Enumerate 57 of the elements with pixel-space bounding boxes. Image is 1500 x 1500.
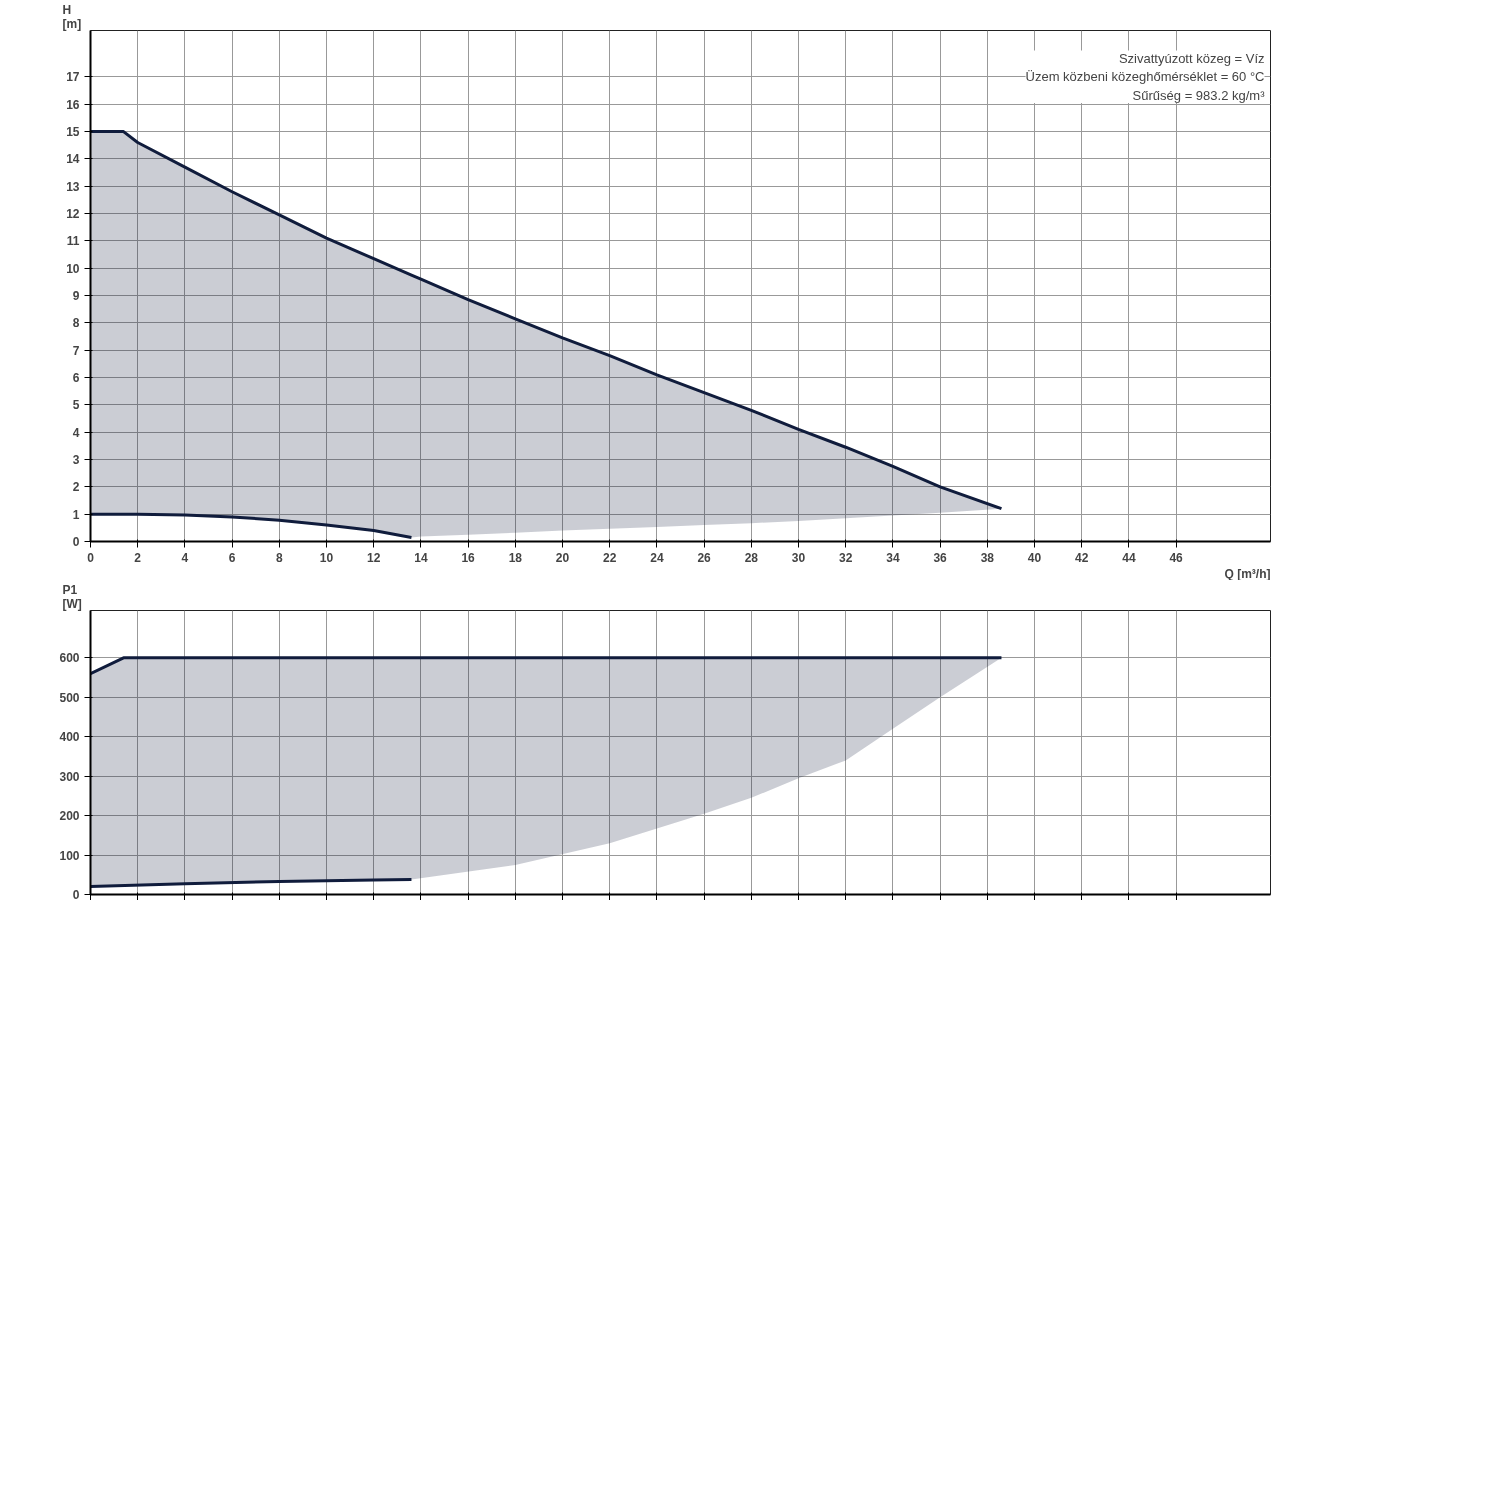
x-tick-label: 40: [1027, 550, 1042, 565]
y-axis-title: H [m]: [62, 2, 82, 31]
annotation: Szivattyúzott közeg = Víz: [1118, 50, 1265, 66]
y-tick-label: 5: [72, 398, 80, 413]
x-tick-label: 6: [228, 550, 236, 565]
x-tick-label: 12: [367, 550, 381, 565]
x-tick-label: 20: [555, 550, 570, 565]
y-tick-label: 10: [66, 261, 80, 276]
y-tick-label: 6: [72, 371, 80, 386]
y-tick-label: 2: [72, 480, 80, 495]
x-tick-label: 16: [461, 550, 476, 565]
x-tick-label: 46: [1169, 550, 1184, 565]
x-axis-title: Q [m³/h]: [1224, 566, 1271, 581]
y-tick-label: 12: [66, 207, 80, 222]
y-tick-label: 13: [66, 179, 80, 194]
x-tick-label: 22: [603, 550, 617, 565]
x-tick-label: 26: [697, 550, 712, 565]
y-tick-label: 1: [72, 507, 80, 522]
y-tick-label: 14: [66, 152, 80, 167]
x-tick-label: 44: [1122, 550, 1136, 565]
annotation: Sűrűség = 983.2 kg/m³: [1132, 88, 1266, 103]
x-tick-label: 36: [933, 550, 948, 565]
y-tick-label: 3: [72, 453, 80, 468]
y-tick-label: 16: [66, 97, 80, 112]
y-tick-label: 8: [72, 316, 80, 331]
x-tick-label: 14: [414, 550, 428, 565]
y-tick-label: 100: [59, 848, 80, 863]
y-tick-label: 17: [66, 70, 80, 85]
y-tick-label: 500: [59, 690, 80, 705]
y-tick-label: 9: [72, 289, 80, 304]
x-tick-label: 24: [650, 550, 664, 565]
x-tick-label: 34: [886, 550, 900, 565]
x-tick-label: 8: [275, 550, 283, 565]
y-tick-label: 7: [72, 343, 80, 358]
x-tick-label: 2: [134, 550, 142, 565]
y-axis-title: P1 [W]: [62, 582, 82, 611]
y-tick-label: 600: [59, 651, 80, 666]
x-tick-label: 42: [1075, 550, 1089, 565]
annotation: Üzem közbeni közeghőmérséklet = 60 °C: [1025, 69, 1265, 85]
y-tick-label: 400: [59, 730, 80, 745]
y-tick-label: 11: [66, 234, 80, 249]
y-tick-label: 15: [66, 125, 80, 140]
y-tick-label: 200: [59, 809, 80, 824]
line-series: [90, 878, 413, 889]
x-tick-label: 38: [980, 550, 995, 565]
x-tick-label: 10: [319, 550, 334, 565]
x-tick-label: 0: [87, 550, 95, 565]
y-tick-label: 300: [59, 769, 80, 784]
x-tick-label: 32: [839, 550, 853, 565]
y-tick-label: 0: [72, 888, 80, 902]
x-tick-label: 18: [508, 550, 523, 565]
x-tick-label: 30: [791, 550, 806, 565]
y-tick-label: 4: [72, 425, 80, 440]
x-tick-label: 4: [181, 550, 189, 565]
x-tick-label: 28: [744, 550, 759, 565]
y-tick-label: 0: [72, 535, 80, 549]
line-series: [90, 512, 413, 539]
